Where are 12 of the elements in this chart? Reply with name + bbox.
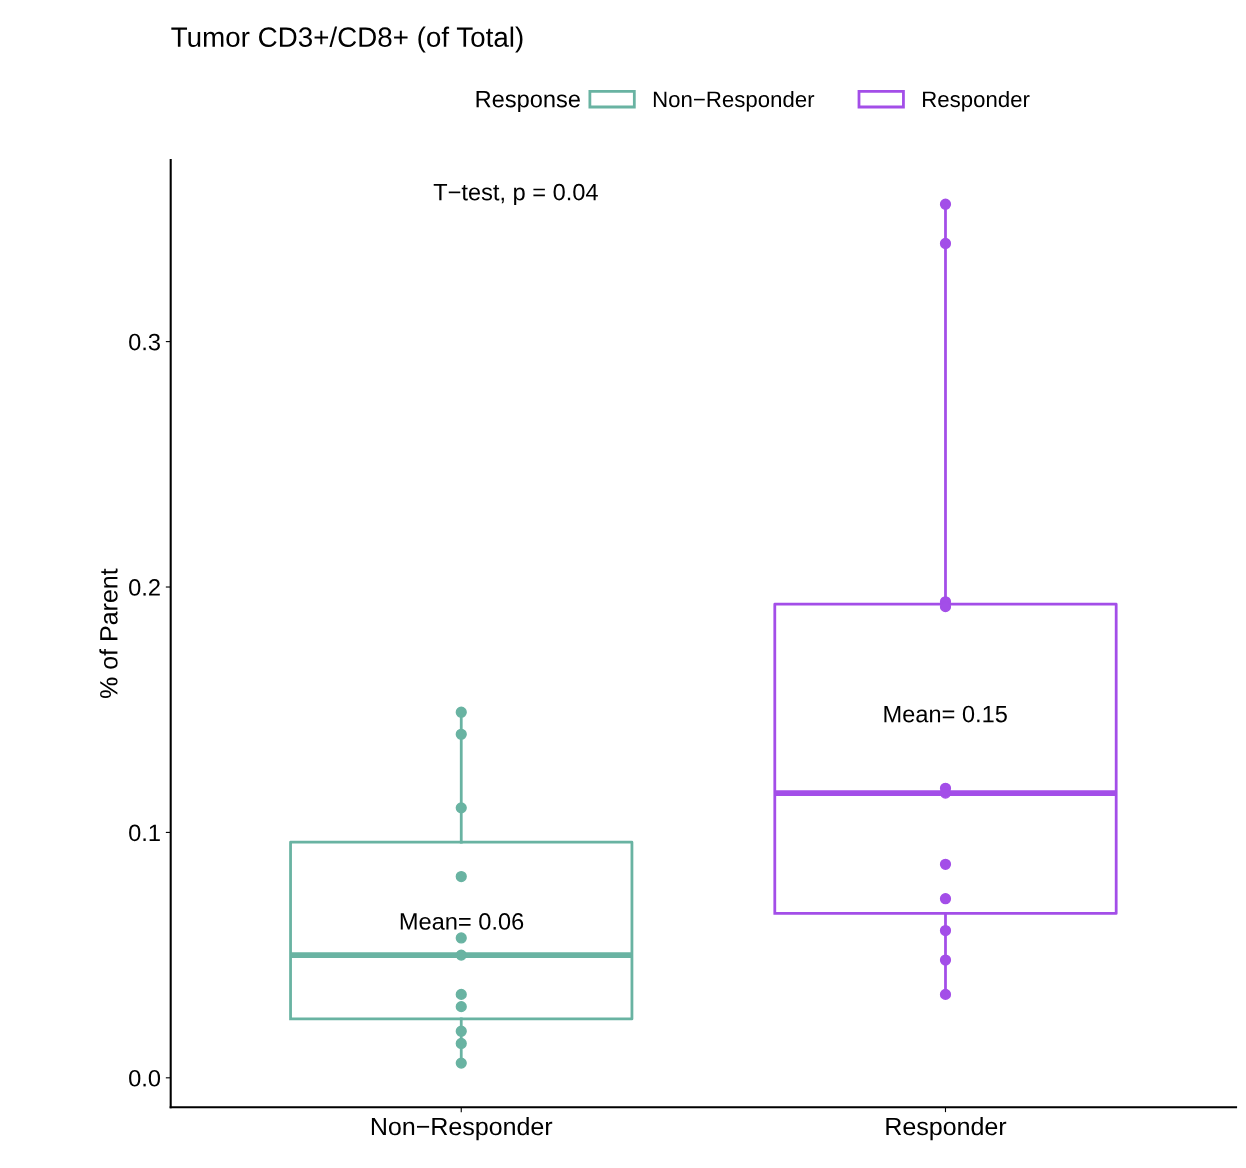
y-tick-label: 0.3 (129, 333, 160, 351)
legend-title: Response (476, 90, 580, 113)
legend-label: Non−Responder (653, 90, 815, 112)
y-tick-label: 0.1 (129, 824, 160, 842)
y-tick-label: 0.0 (129, 1069, 161, 1087)
annotation: Mean= 0.15 (884, 705, 1007, 723)
annotation: T−test, p = 0.04 (433, 183, 598, 206)
legend-label: Responder (923, 90, 1030, 112)
y-axis-title: % of Parent (99, 568, 118, 699)
chart-title: Tumor CD3+/CD8+ (of Total) (171, 26, 523, 53)
y-tick-label: 0.2 (129, 579, 160, 596)
annotation: Mean= 0.06 (400, 913, 524, 930)
